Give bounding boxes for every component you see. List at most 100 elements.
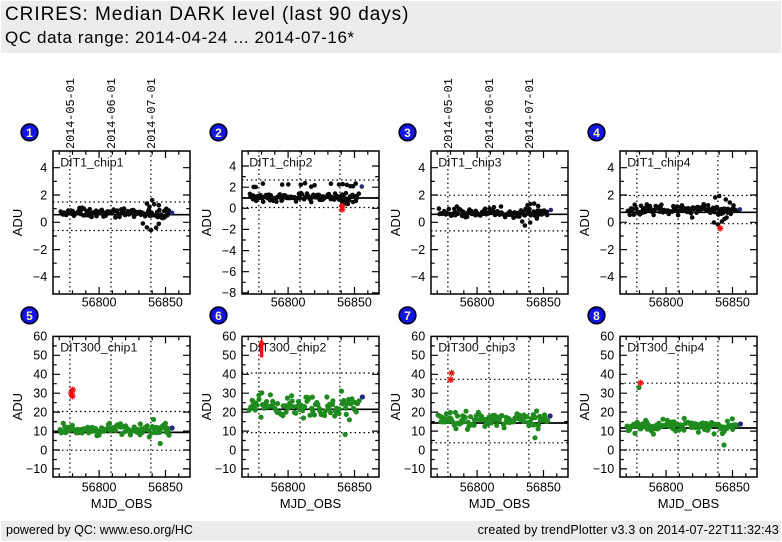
svg-text:50: 50 bbox=[411, 349, 425, 363]
svg-text:−10: −10 bbox=[26, 462, 47, 476]
svg-text:2: 2 bbox=[40, 188, 47, 202]
svg-text:56850: 56850 bbox=[148, 296, 183, 310]
svg-text:0: 0 bbox=[607, 216, 614, 230]
svg-text:ADU: ADU bbox=[577, 393, 592, 420]
svg-text:56800: 56800 bbox=[460, 296, 495, 310]
svg-text:56850: 56850 bbox=[526, 480, 561, 494]
svg-text:DIT300_chip1: DIT300_chip1 bbox=[60, 341, 137, 355]
svg-text:56850: 56850 bbox=[715, 480, 750, 494]
svg-text:4: 4 bbox=[607, 161, 614, 175]
svg-text:0: 0 bbox=[607, 443, 614, 457]
svg-text:2014-05-01: 2014-05-01 bbox=[442, 78, 456, 149]
svg-text:30: 30 bbox=[600, 387, 614, 401]
svg-text:−2: −2 bbox=[411, 243, 425, 257]
svg-text:10: 10 bbox=[222, 424, 236, 438]
svg-text:7: 7 bbox=[404, 309, 411, 323]
svg-text:−6: −6 bbox=[222, 265, 236, 279]
svg-text:1: 1 bbox=[26, 126, 33, 140]
svg-text:56800: 56800 bbox=[82, 480, 117, 494]
svg-text:20: 20 bbox=[411, 405, 425, 419]
svg-text:50: 50 bbox=[222, 349, 236, 363]
svg-text:−2: −2 bbox=[222, 223, 236, 237]
svg-text:56800: 56800 bbox=[271, 296, 306, 310]
svg-text:56800: 56800 bbox=[460, 480, 495, 494]
svg-text:2: 2 bbox=[229, 181, 236, 195]
svg-text:ADU: ADU bbox=[577, 209, 592, 236]
svg-text:2014-07-01: 2014-07-01 bbox=[523, 78, 537, 149]
svg-text:0: 0 bbox=[229, 443, 236, 457]
svg-text:DIT1_chip3: DIT1_chip3 bbox=[438, 156, 501, 170]
svg-text:60: 60 bbox=[411, 330, 425, 344]
svg-text:ADU: ADU bbox=[199, 393, 214, 420]
svg-text:−4: −4 bbox=[33, 270, 47, 284]
svg-text:−2: −2 bbox=[33, 243, 47, 257]
svg-text:3: 3 bbox=[404, 126, 411, 140]
svg-text:56800: 56800 bbox=[649, 296, 684, 310]
svg-text:2014-07-01: 2014-07-01 bbox=[145, 78, 159, 149]
svg-text:ADU: ADU bbox=[10, 393, 25, 420]
svg-text:30: 30 bbox=[222, 387, 236, 401]
svg-text:2014-06-01: 2014-06-01 bbox=[105, 78, 119, 149]
svg-text:8: 8 bbox=[593, 309, 600, 323]
svg-text:60: 60 bbox=[222, 330, 236, 344]
svg-text:4: 4 bbox=[418, 161, 425, 175]
svg-text:0: 0 bbox=[418, 443, 425, 457]
svg-text:−10: −10 bbox=[404, 462, 425, 476]
svg-text:MJD_OBS: MJD_OBS bbox=[280, 496, 342, 511]
svg-text:56800: 56800 bbox=[271, 480, 306, 494]
svg-text:DIT300_chip2: DIT300_chip2 bbox=[249, 341, 326, 355]
svg-text:DIT1_chip1: DIT1_chip1 bbox=[60, 156, 123, 170]
svg-text:ADU: ADU bbox=[199, 209, 214, 236]
svg-text:40: 40 bbox=[33, 368, 47, 382]
svg-text:−4: −4 bbox=[600, 270, 614, 284]
svg-text:2: 2 bbox=[215, 126, 222, 140]
svg-text:2: 2 bbox=[607, 188, 614, 202]
svg-text:60: 60 bbox=[600, 330, 614, 344]
svg-text:10: 10 bbox=[33, 424, 47, 438]
svg-text:DIT300_chip3: DIT300_chip3 bbox=[438, 341, 515, 355]
svg-text:0: 0 bbox=[418, 216, 425, 230]
svg-text:56850: 56850 bbox=[337, 296, 372, 310]
svg-text:56800: 56800 bbox=[82, 296, 117, 310]
svg-text:4: 4 bbox=[593, 126, 600, 140]
svg-text:0: 0 bbox=[40, 443, 47, 457]
svg-text:DIT300_chip4: DIT300_chip4 bbox=[627, 341, 704, 355]
svg-text:20: 20 bbox=[222, 405, 236, 419]
svg-text:−10: −10 bbox=[215, 462, 236, 476]
svg-text:10: 10 bbox=[600, 424, 614, 438]
svg-text:−8: −8 bbox=[222, 286, 236, 300]
svg-text:DIT1_chip2: DIT1_chip2 bbox=[249, 156, 312, 170]
svg-text:40: 40 bbox=[600, 368, 614, 382]
svg-text:−10: −10 bbox=[593, 462, 614, 476]
svg-text:0: 0 bbox=[40, 216, 47, 230]
svg-text:ADU: ADU bbox=[388, 209, 403, 236]
svg-text:2: 2 bbox=[418, 188, 425, 202]
svg-text:−4: −4 bbox=[411, 270, 425, 284]
svg-text:56850: 56850 bbox=[148, 480, 183, 494]
svg-text:30: 30 bbox=[33, 387, 47, 401]
svg-text:40: 40 bbox=[411, 368, 425, 382]
svg-text:50: 50 bbox=[33, 349, 47, 363]
svg-text:6: 6 bbox=[215, 309, 222, 323]
svg-text:MJD_OBS: MJD_OBS bbox=[469, 496, 531, 511]
svg-text:56850: 56850 bbox=[337, 480, 372, 494]
svg-text:2014-05-01: 2014-05-01 bbox=[64, 78, 78, 149]
svg-text:20: 20 bbox=[600, 405, 614, 419]
svg-text:50: 50 bbox=[600, 349, 614, 363]
svg-text:4: 4 bbox=[40, 161, 47, 175]
svg-text:56850: 56850 bbox=[715, 296, 750, 310]
svg-text:60: 60 bbox=[33, 330, 47, 344]
svg-text:56800: 56800 bbox=[649, 480, 684, 494]
svg-text:4: 4 bbox=[229, 159, 236, 173]
svg-text:2014-06-01: 2014-06-01 bbox=[483, 78, 497, 149]
svg-text:30: 30 bbox=[411, 387, 425, 401]
svg-text:DIT1_chip4: DIT1_chip4 bbox=[627, 156, 690, 170]
svg-text:56850: 56850 bbox=[526, 296, 561, 310]
svg-text:ADU: ADU bbox=[10, 209, 25, 236]
svg-text:5: 5 bbox=[26, 309, 33, 323]
svg-text:−4: −4 bbox=[222, 244, 236, 258]
svg-text:40: 40 bbox=[222, 368, 236, 382]
svg-text:0: 0 bbox=[229, 202, 236, 216]
svg-text:MJD_OBS: MJD_OBS bbox=[91, 496, 153, 511]
svg-text:−2: −2 bbox=[600, 243, 614, 257]
